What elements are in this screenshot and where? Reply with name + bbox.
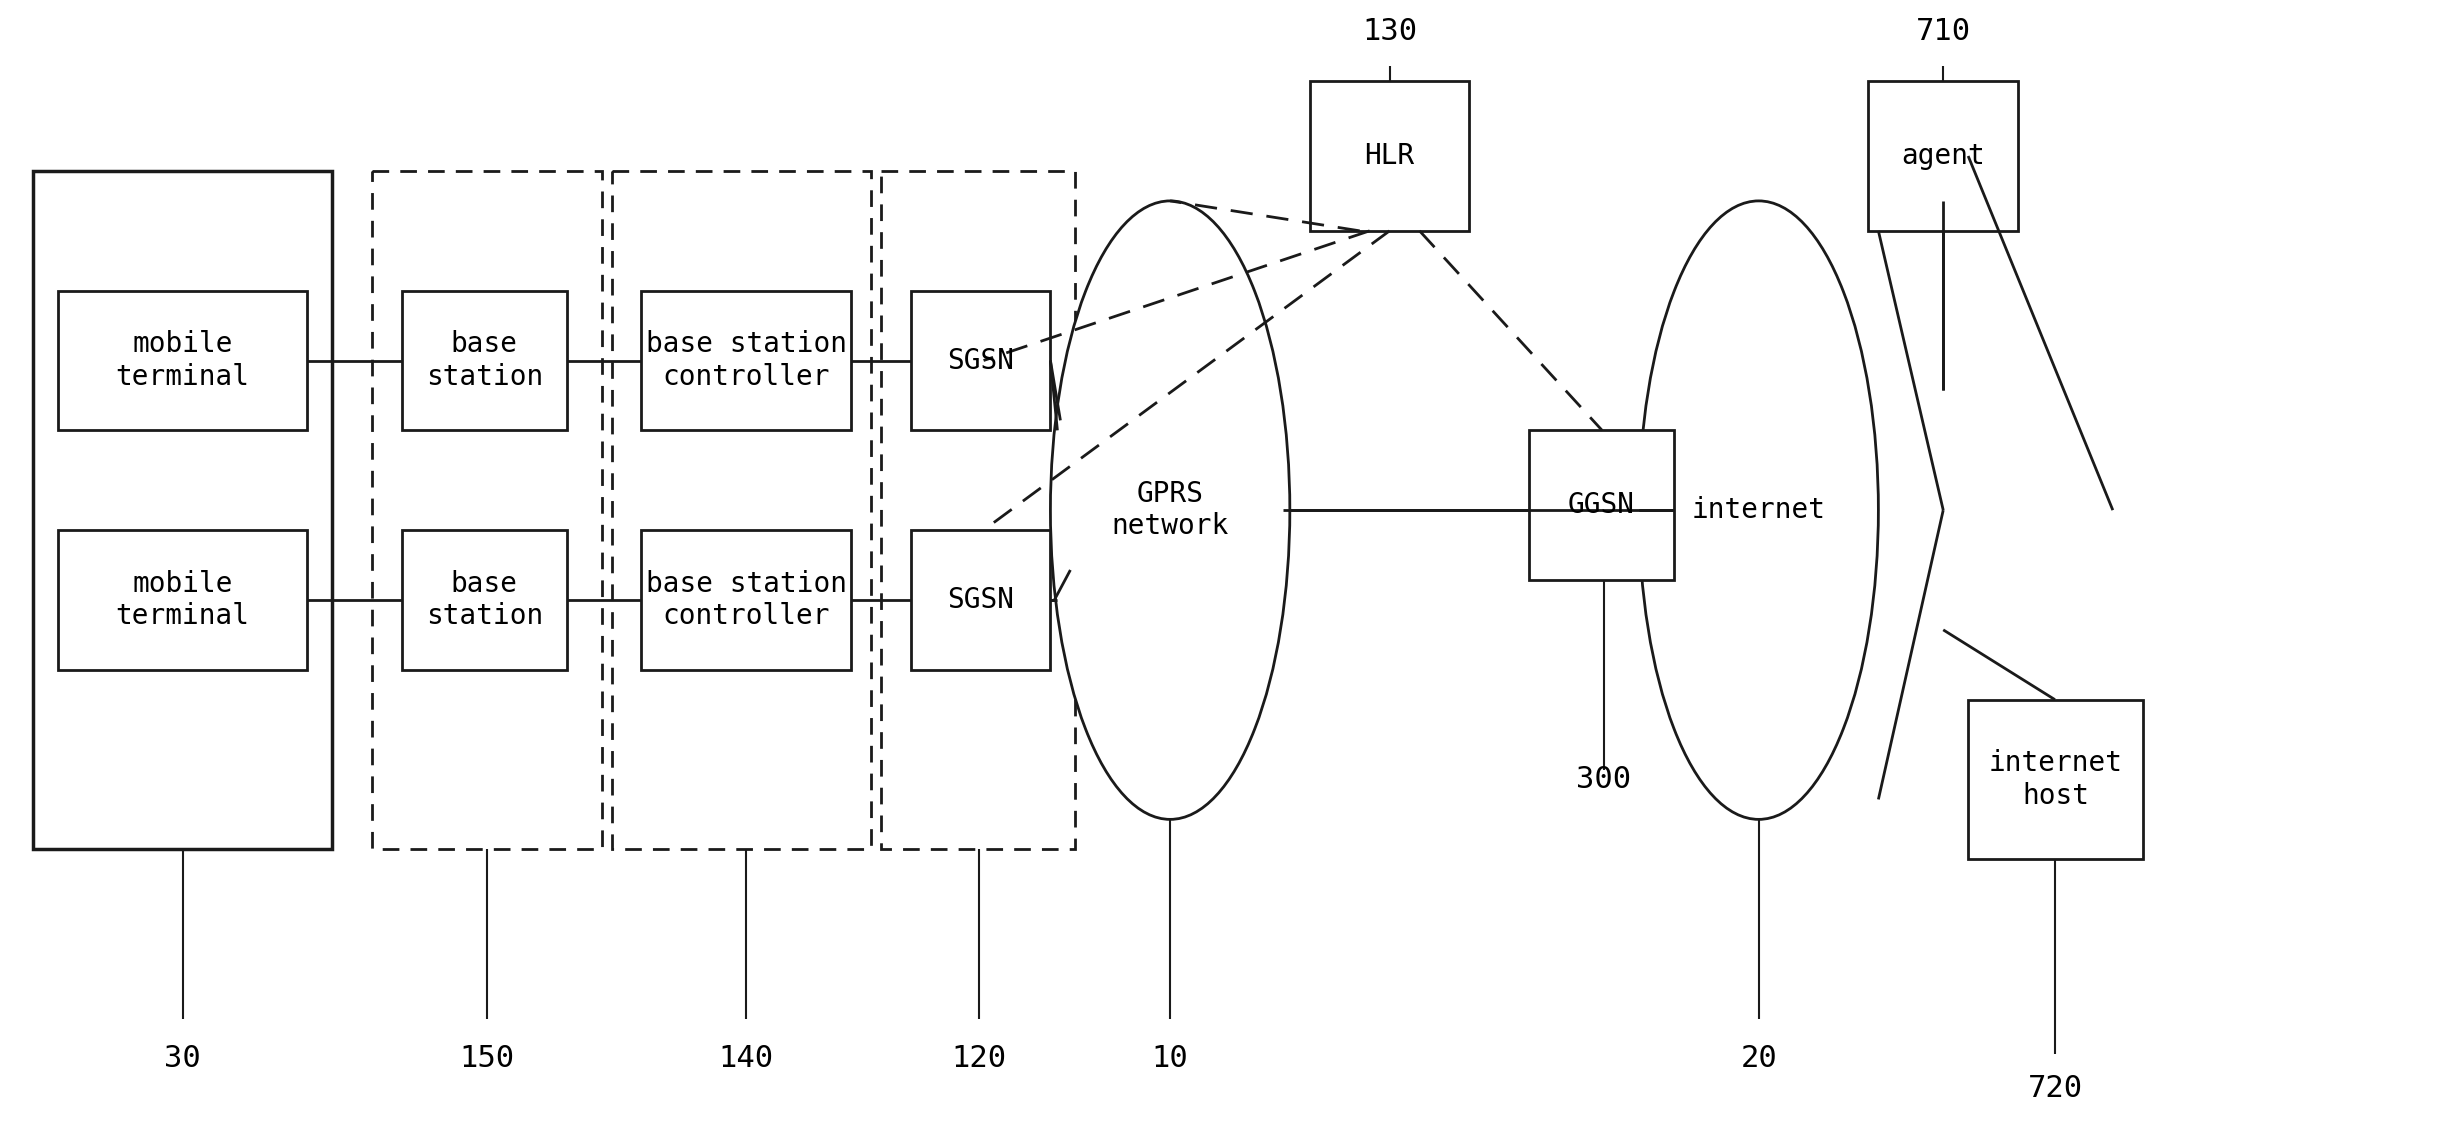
Bar (32, 171, 333, 850)
Text: GGSN: GGSN (1567, 491, 1636, 519)
Bar (1968, 700, 2142, 859)
Text: agent: agent (1902, 142, 1985, 170)
Bar (1528, 431, 1675, 580)
Text: mobile
terminal: mobile terminal (115, 331, 249, 391)
Text: mobile
terminal: mobile terminal (115, 570, 249, 630)
Text: 300: 300 (1577, 765, 1631, 794)
Bar (641, 291, 851, 431)
Bar (1311, 82, 1469, 231)
Bar (401, 291, 567, 431)
Text: base
station: base station (425, 331, 543, 391)
Text: 10: 10 (1152, 1045, 1188, 1073)
Bar (912, 530, 1051, 670)
Bar (880, 171, 1076, 850)
Text: SGSN: SGSN (946, 586, 1015, 614)
Bar (372, 171, 601, 850)
Bar (59, 530, 308, 670)
Text: SGSN: SGSN (946, 347, 1015, 375)
Text: 720: 720 (2027, 1074, 2083, 1104)
Text: 130: 130 (1362, 17, 1418, 45)
Text: base station
controller: base station controller (645, 570, 846, 630)
Bar (1868, 82, 2017, 231)
Text: internet: internet (1692, 496, 1826, 525)
Ellipse shape (1051, 201, 1291, 819)
Text: internet
host: internet host (1988, 749, 2122, 810)
Text: base
station: base station (425, 570, 543, 630)
Bar (59, 291, 308, 431)
Ellipse shape (1638, 201, 1878, 819)
Bar (401, 530, 567, 670)
Bar (912, 291, 1051, 431)
Text: 120: 120 (951, 1045, 1007, 1073)
Text: 150: 150 (460, 1045, 513, 1073)
Bar (611, 171, 870, 850)
Text: 30: 30 (164, 1045, 200, 1073)
Text: 710: 710 (1917, 17, 1971, 45)
Text: HLR: HLR (1364, 142, 1416, 170)
Text: 140: 140 (719, 1045, 773, 1073)
Bar (641, 530, 851, 670)
Text: GPRS
network: GPRS network (1112, 480, 1230, 540)
Text: 20: 20 (1741, 1045, 1778, 1073)
Text: base station
controller: base station controller (645, 331, 846, 391)
